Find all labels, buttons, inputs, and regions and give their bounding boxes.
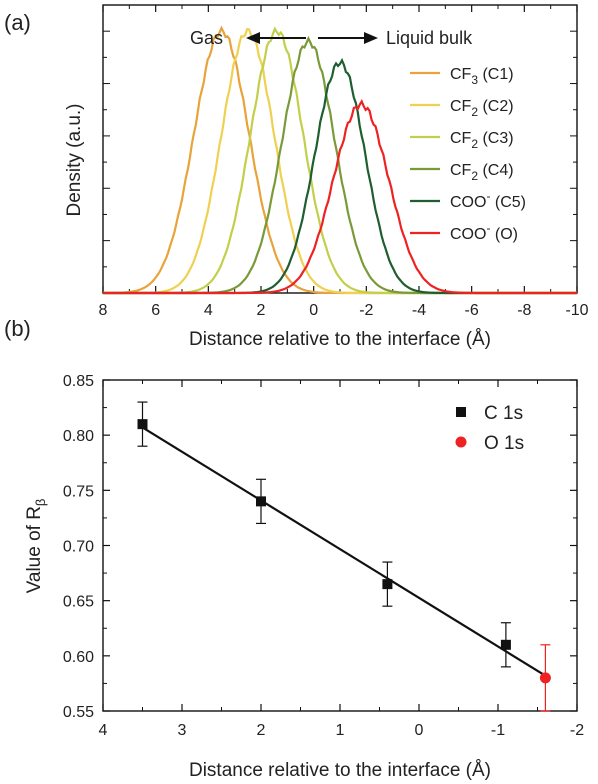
panel-b-ytick-label: 0.70 bbox=[63, 539, 94, 556]
panel-b: (b) 4 3 2 1 0 -1 -2 0.55 0.60 0.65 0.70 0.75 0.80 0.8… bbox=[4, 316, 584, 781]
panel-a-xtick-label: 6 bbox=[151, 302, 160, 319]
legend-label: C 1s bbox=[484, 403, 523, 424]
panel-a-xtick-label: 0 bbox=[309, 302, 318, 319]
gas-annotation: Gas bbox=[190, 28, 223, 48]
legend-label: COO- (O) bbox=[450, 221, 518, 243]
density-curve bbox=[103, 99, 577, 295]
panel-a-xtick-label: -4 bbox=[412, 302, 426, 319]
panel-a-legend: CF3 (C1) CF2 (C2) CF2 (C3) CF2 (C4) COO- (C5… bbox=[410, 66, 526, 243]
panel-a-xtick-label: 2 bbox=[257, 302, 266, 319]
panel-a-label: (a) bbox=[4, 10, 31, 35]
data-point-circle bbox=[539, 672, 551, 684]
legend-label: CF3 (C1) bbox=[450, 66, 514, 87]
panel-b-ytick-label: 0.75 bbox=[63, 483, 94, 500]
linear-fit-line bbox=[141, 426, 546, 677]
panel-b-xtick-label: 0 bbox=[415, 722, 424, 739]
panel-b-label: (b) bbox=[4, 316, 31, 341]
arrow-right-icon bbox=[318, 32, 378, 44]
panel-a-xtick-label: -6 bbox=[465, 302, 479, 319]
panel-b-ylabel: Value of Rβ bbox=[24, 499, 48, 594]
panel-b-ytick-label: 0.55 bbox=[63, 704, 94, 721]
panel-b-xtick-label: -2 bbox=[570, 722, 584, 739]
legend-label: COO- (C5) bbox=[450, 189, 526, 211]
data-point-square bbox=[382, 579, 393, 590]
panel-a-xtick-label: -10 bbox=[565, 302, 588, 319]
panel-b-ytick-label: 0.85 bbox=[63, 373, 94, 390]
panel-a-xlabel: Distance relative to the interface (Å) bbox=[189, 329, 491, 350]
legend-label: CF2 (C2) bbox=[450, 98, 514, 119]
panel-a-axes: 8 6 4 2 0 -2 -4 -6 -8 -10 bbox=[99, 4, 589, 319]
legend-label: CF2 (C3) bbox=[450, 130, 514, 151]
panel-a: (a) 8 6 4 2 0 -2 -4 -6 -8 -10 CF3 (C1) CF2 (C2) CF2… bbox=[4, 4, 589, 350]
panel-b-ytick-label: 0.65 bbox=[63, 594, 94, 611]
data-point-square bbox=[500, 639, 511, 650]
data-point-square bbox=[256, 496, 266, 507]
panel-b-legend: C 1s O 1s bbox=[455, 403, 524, 454]
panel-b-xtick-label: 4 bbox=[99, 722, 108, 739]
panel-b-xtick-label: -1 bbox=[491, 722, 505, 739]
panel-a-xtick-label: 4 bbox=[204, 302, 213, 319]
panel-b-ytick-label: 0.60 bbox=[63, 649, 94, 666]
panel-a-xtick-label: 8 bbox=[99, 302, 108, 319]
legend-marker-square bbox=[456, 407, 466, 417]
panel-a-ylabel: Density (a.u.) bbox=[64, 104, 85, 217]
panel-b-xtick-label: 1 bbox=[336, 722, 345, 739]
legend-marker-circle bbox=[455, 436, 467, 448]
arrow-left-icon bbox=[246, 32, 306, 44]
panel-b-ytick-label: 0.80 bbox=[63, 428, 94, 445]
panel-b-xlabel: Distance relative to the interface (Å) bbox=[189, 760, 491, 781]
liquid-bulk-annotation: Liquid bulk bbox=[386, 28, 473, 48]
panel-b-xtick-label: 3 bbox=[178, 722, 187, 739]
panel-a-xtick-label: -2 bbox=[359, 302, 373, 319]
data-point-square bbox=[137, 419, 148, 430]
legend-label: CF2 (C4) bbox=[450, 162, 514, 183]
panel-b-xtick-label: 2 bbox=[257, 722, 266, 739]
panel-a-curves bbox=[102, 25, 577, 295]
panel-a-xtick-label: -8 bbox=[517, 302, 531, 319]
legend-label: O 1s bbox=[484, 433, 524, 454]
panel-b-axes: 4 3 2 1 0 -1 -2 0.55 0.60 0.65 0.70 0.75 0.80 0.85 bbox=[63, 373, 584, 739]
panel-b-data bbox=[137, 401, 551, 712]
